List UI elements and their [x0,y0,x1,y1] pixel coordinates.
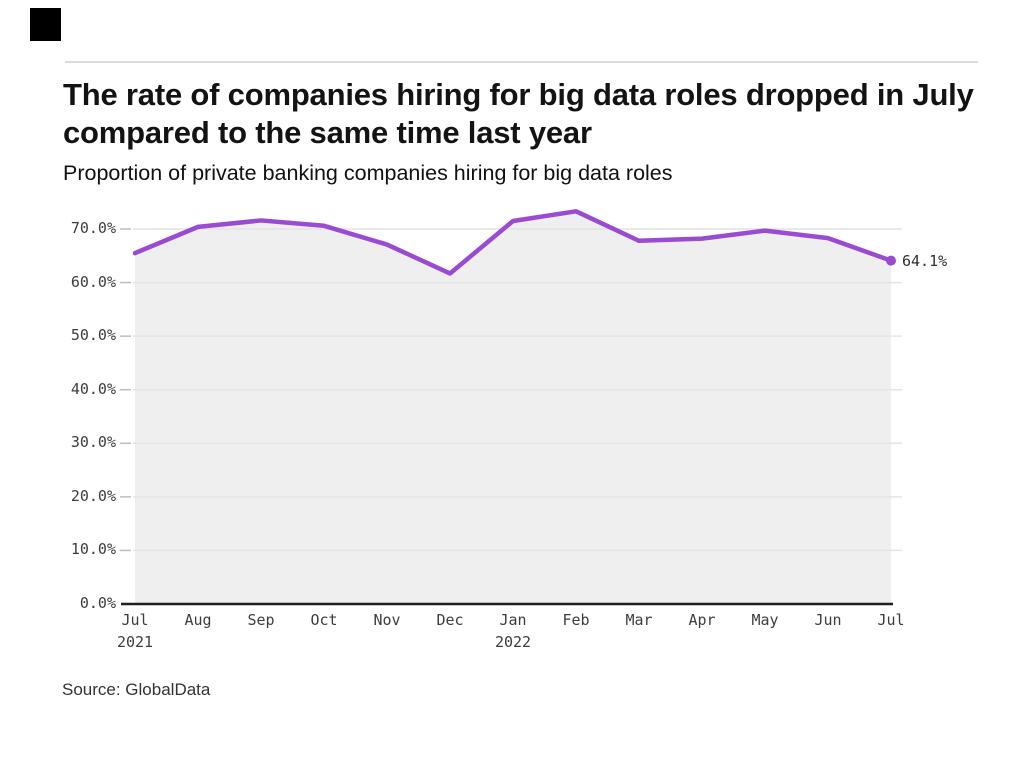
x-tick-label: Apr [688,611,716,629]
x-tick-label: Jul [121,611,149,629]
x-tick-year-label: 2021 [116,633,154,651]
x-tick-label: Feb [562,611,590,629]
x-tick-label: Sep [247,611,275,629]
y-tick-label: 40.0% [70,379,116,398]
x-tick-label: May [751,611,779,629]
x-tick-label: Jul [877,611,905,629]
y-tick-label: 60.0% [70,272,116,291]
y-tick-label: 30.0% [70,433,116,452]
x-tick-label: Jun [814,611,842,629]
y-tick-label: 70.0% [70,219,116,237]
x-tick-label: Dec [436,611,464,629]
globaldata-logo-block [30,8,61,41]
y-tick-label: 20.0% [70,486,116,505]
chart-subtitle: Proportion of private banking companies … [63,161,673,185]
header-divider [65,61,978,63]
source-note: Source: GlobalData [62,680,211,699]
x-tick-label: Jan [499,611,527,629]
y-tick-label: 10.0% [70,540,116,559]
end-value-label: 64.1% [902,252,948,270]
x-tick-label: Mar [625,611,653,629]
y-tick-label: 50.0% [70,326,116,345]
end-point-marker [886,255,896,266]
series-line [132,209,894,276]
x-tick-year-label: 2022 [494,633,532,651]
series-area-fill [135,211,891,604]
x-tick-label: Aug [184,611,212,629]
y-tick-label: 0.0% [79,594,116,612]
x-tick-label: Oct [310,611,338,629]
x-tick-label: Nov [373,611,401,629]
chart-title: The rate of companies hiring for big dat… [63,77,974,151]
